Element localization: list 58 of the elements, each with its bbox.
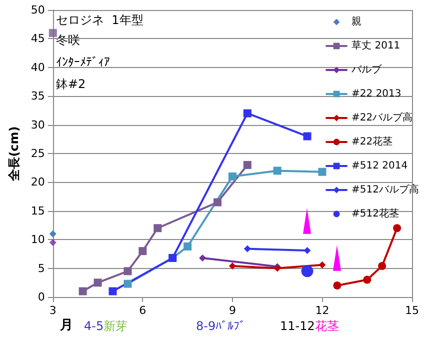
y-tick-label: 10 (30, 233, 45, 246)
point (304, 247, 311, 254)
y-tick-label: 35 (30, 90, 45, 103)
point (94, 278, 102, 287)
point (124, 267, 132, 276)
x-tick-label: 6 (139, 304, 146, 317)
legend-label: #512花茎 (352, 208, 400, 220)
point (228, 172, 236, 180)
y-tick-label: 0 (38, 290, 45, 304)
point (273, 166, 282, 175)
x-tick-label: 3 (49, 304, 56, 317)
y-tick-label: 15 (30, 204, 45, 218)
point (138, 247, 147, 256)
x-tick-label: 9 (228, 304, 236, 317)
legend-label: 親 (352, 16, 362, 28)
point (243, 160, 252, 169)
y-tick-label: 20 (30, 176, 45, 189)
legend-label: #512 2014 (352, 160, 408, 172)
text: 4-5新芽 (84, 319, 128, 333)
chart-title: セロジネ 1年型 (56, 13, 144, 27)
point (49, 230, 56, 238)
point (199, 254, 206, 262)
point (303, 132, 312, 140)
point (78, 287, 87, 296)
point (363, 276, 372, 284)
y-tick-label: 25 (30, 147, 45, 160)
point (154, 224, 162, 232)
y-tick-label: 50 (30, 4, 45, 16)
legend-label: #22花茎 (352, 136, 393, 148)
legend-label: #22 2013 (352, 88, 402, 100)
legend-label: バルブ (350, 64, 383, 76)
point (378, 262, 386, 270)
y-tick-label: 5 (38, 262, 45, 275)
annotation: ｲﾝﾀｰﾒﾃﾞｨｱ (56, 55, 110, 69)
point (318, 261, 326, 268)
legend-label: #22バルブ高 (352, 112, 413, 124)
point (318, 168, 326, 176)
text: 8-9ﾊﾞﾙﾌﾞ (196, 319, 246, 333)
point (228, 262, 236, 270)
x-tick-label: 12 (315, 304, 330, 317)
point (393, 224, 402, 232)
point (213, 198, 222, 206)
point (333, 282, 342, 290)
point (243, 109, 252, 118)
text: 11-12花茎 (280, 319, 339, 333)
y-tick-label: 30 (30, 118, 45, 132)
point (244, 245, 251, 252)
y-axis-title: 全長(cm) (7, 126, 21, 182)
point (108, 287, 117, 296)
point (301, 265, 314, 278)
x-axis-title: 月 (59, 318, 73, 333)
x-tick-label: 15 (405, 304, 419, 317)
y-tick-label: 45 (30, 32, 45, 46)
point (184, 242, 192, 250)
annotation: 鉢#2 (56, 77, 86, 91)
legend-label: 草丈 2011 (352, 40, 400, 52)
point (124, 280, 132, 288)
y-tick-label: 40 (30, 60, 45, 74)
